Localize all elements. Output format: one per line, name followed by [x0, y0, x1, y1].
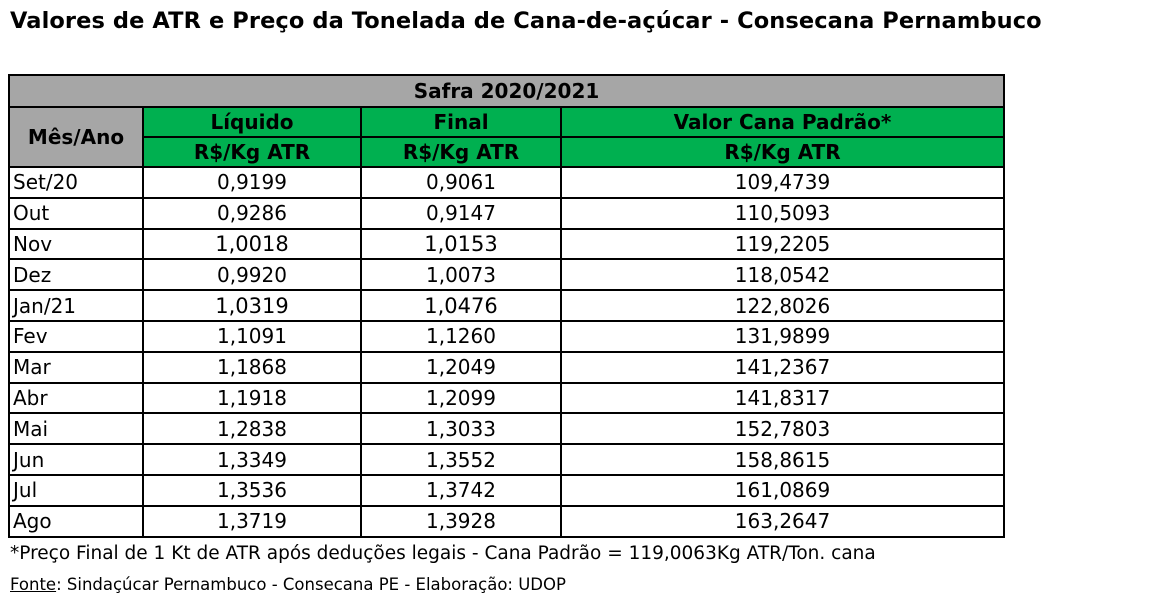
cell-final: 1,3928 [360, 504, 562, 538]
cell-mes-ano: Fev [8, 319, 144, 353]
cell-valor-cana: 118,0542 [560, 258, 1005, 292]
cell-mes-ano: Dez [8, 258, 144, 292]
table-row: Set/20 0,9199 0,9061 109,4739 [8, 166, 1005, 199]
cell-liquido: 1,0018 [142, 227, 362, 261]
cell-mes-ano: Jul [8, 473, 144, 507]
cell-mes-ano: Ago [8, 504, 144, 538]
col-header-liquido: Líquido [142, 106, 362, 138]
source-line: Fonte: Sindaçúcar Pernambuco - Consecana… [10, 575, 566, 594]
cell-mes-ano: Set/20 [8, 166, 144, 199]
cell-valor-cana: 119,2205 [560, 227, 1005, 261]
cell-mes-ano: Mai [8, 412, 144, 446]
cell-mes-ano: Out [8, 196, 144, 230]
cell-valor-cana: 109,4739 [560, 166, 1005, 199]
atr-price-table: Safra 2020/2021 Mês/Ano Líquido Final Va… [8, 74, 1005, 538]
table-row: Ago 1,3719 1,3928 163,2647 [8, 504, 1005, 538]
cell-liquido: 1,1091 [142, 319, 362, 353]
cell-valor-cana: 131,9899 [560, 319, 1005, 353]
cell-final: 1,2049 [360, 350, 562, 384]
table-row: Jul 1,3536 1,3742 161,0869 [8, 473, 1005, 507]
header-row-1: Mês/Ano Líquido Final Valor Cana Padrão* [8, 106, 1005, 168]
cell-liquido: 1,1918 [142, 381, 362, 415]
cell-final: 1,3742 [360, 473, 562, 507]
col-header-valor-cana: Valor Cana Padrão* [560, 106, 1005, 138]
cell-valor-cana: 122,8026 [560, 289, 1005, 322]
cell-final: 1,0476 [360, 289, 562, 322]
cell-liquido: 1,3719 [142, 504, 362, 538]
cell-final: 1,0073 [360, 258, 562, 292]
cell-final: 1,2099 [360, 381, 562, 415]
table-row: Fev 1,1091 1,1260 131,9899 [8, 319, 1005, 353]
cell-final: 0,9061 [360, 166, 562, 199]
cell-final: 1,1260 [360, 319, 562, 353]
cell-liquido: 0,9286 [142, 196, 362, 230]
cell-valor-cana: 161,0869 [560, 473, 1005, 507]
cell-valor-cana: 110,5093 [560, 196, 1005, 230]
table-row: Jan/21 1,0319 1,0476 122,8026 [8, 289, 1005, 322]
unit-header-liquido: R$/Kg ATR [142, 136, 362, 168]
table-row: Out 0,9286 0,9147 110,5093 [8, 196, 1005, 230]
cell-liquido: 0,9199 [142, 166, 362, 199]
cell-valor-cana: 141,8317 [560, 381, 1005, 415]
safra-header: Safra 2020/2021 [8, 74, 1005, 108]
cell-mes-ano: Jan/21 [8, 289, 144, 322]
table-row: Dez 0,9920 1,0073 118,0542 [8, 258, 1005, 292]
cell-liquido: 1,0319 [142, 289, 362, 322]
col-header-mes-ano: Mês/Ano [8, 106, 144, 168]
page-title: Valores de ATR e Preço da Tonelada de Ca… [10, 8, 1042, 34]
footnote: *Preço Final de 1 Kt de ATR após deduçõe… [10, 543, 876, 564]
source-label: Fonte [10, 575, 57, 594]
cell-liquido: 1,3536 [142, 473, 362, 507]
col-header-final: Final [360, 106, 562, 138]
cell-liquido: 1,1868 [142, 350, 362, 384]
cell-final: 1,3033 [360, 412, 562, 446]
cell-final: 1,0153 [360, 227, 562, 261]
cell-liquido: 0,9920 [142, 258, 362, 292]
table-row: Abr 1,1918 1,2099 141,8317 [8, 381, 1005, 415]
cell-valor-cana: 152,7803 [560, 412, 1005, 446]
safra-row: Safra 2020/2021 [8, 74, 1005, 108]
source-text: : Sindaçúcar Pernambuco - Consecana PE -… [56, 575, 566, 594]
cell-final: 1,3552 [360, 443, 562, 476]
table-row: Jun 1,3349 1,3552 158,8615 [8, 443, 1005, 476]
unit-header-valor: R$/Kg ATR [560, 136, 1005, 168]
header-row-2: R$/Kg ATR R$/Kg ATR R$/Kg ATR [9, 136, 1005, 168]
table-row: Nov 1,0018 1,0153 119,2205 [8, 227, 1005, 261]
cell-mes-ano: Nov [8, 227, 144, 261]
cell-final: 0,9147 [360, 196, 562, 230]
cell-liquido: 1,2838 [142, 412, 362, 446]
cell-valor-cana: 158,8615 [560, 443, 1005, 476]
cell-liquido: 1,3349 [142, 443, 362, 476]
cell-mes-ano: Abr [8, 381, 144, 415]
table-row: Mar 1,1868 1,2049 141,2367 [8, 350, 1005, 384]
cell-mes-ano: Mar [8, 350, 144, 384]
cell-valor-cana: 163,2647 [560, 504, 1005, 538]
table-row: Mai 1,2838 1,3033 152,7803 [8, 412, 1005, 446]
unit-header-final: R$/Kg ATR [360, 136, 562, 168]
cell-mes-ano: Jun [8, 443, 144, 476]
cell-valor-cana: 141,2367 [560, 350, 1005, 384]
